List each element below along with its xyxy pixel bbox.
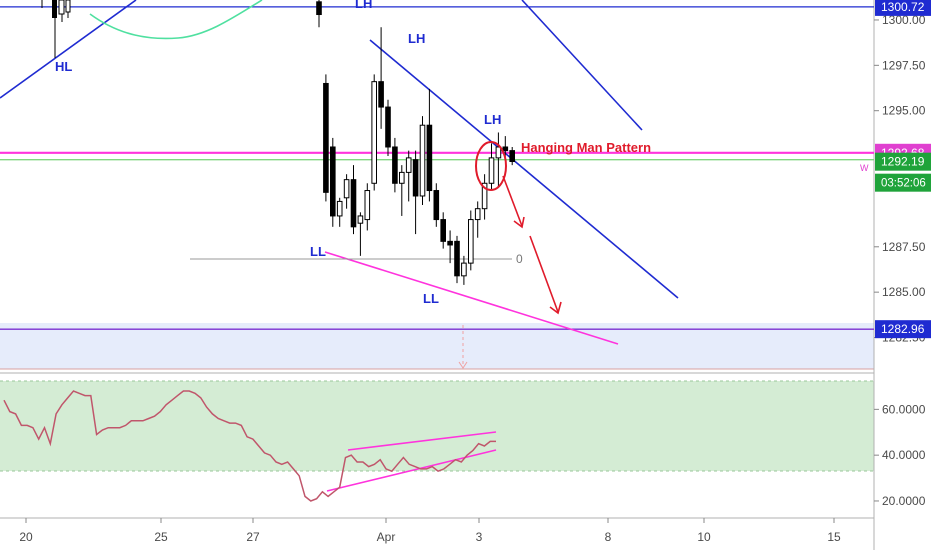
oscillator-channel-lower[interactable] <box>326 449 497 492</box>
price-badge <box>875 173 931 192</box>
candle-body <box>433 190 440 221</box>
left-candles <box>41 0 71 58</box>
candle-body <box>357 215 364 224</box>
oscillator-tick-label: 40.0000 <box>882 448 926 462</box>
time-axis[interactable]: 20 25 27 Apr 3 8 10 15 <box>19 518 841 544</box>
time-tick-label: 20 <box>19 530 33 544</box>
dotted-marker-arrow <box>458 361 468 369</box>
candle-body <box>364 190 371 221</box>
annotation-ll-left[interactable]: LL <box>310 244 326 259</box>
oscillator-band <box>0 381 874 471</box>
price-badge <box>875 320 931 339</box>
candle-body <box>461 262 467 277</box>
oscillator-tick-label: 60.0000 <box>882 402 926 416</box>
candle-body <box>412 159 419 197</box>
green-line-marker: W <box>860 163 869 173</box>
horizontal-lines <box>0 6 874 330</box>
candle-body <box>440 219 446 242</box>
moving-average-curve <box>89 0 263 40</box>
price-badge-label: 1292.19 <box>881 155 925 169</box>
price-tick-label: 1297.50 <box>882 58 926 72</box>
price-tick-label: 1285.00 <box>882 285 926 299</box>
left-candle-body <box>58 0 65 15</box>
projection-arrowhead-2 <box>549 301 562 315</box>
time-tick-label: 3 <box>476 530 483 544</box>
candle-body <box>419 124 426 197</box>
trendline-drawings[interactable] <box>0 0 679 369</box>
candle-body <box>336 200 343 217</box>
time-tick-label: 15 <box>827 530 841 544</box>
trendline-lower-support[interactable] <box>324 251 619 345</box>
candle-body <box>426 124 433 192</box>
projection-arrow-2[interactable] <box>529 235 559 313</box>
candle-body <box>343 179 350 199</box>
candle-body <box>502 146 509 152</box>
candle-body <box>468 219 474 264</box>
zero-level-label: 0 <box>516 252 523 266</box>
candle-body <box>454 240 460 277</box>
candle-body <box>330 146 336 217</box>
candle-body <box>316 1 322 16</box>
annotation-hanging-man[interactable]: Hanging Man Pattern <box>521 140 651 155</box>
candle-body <box>474 208 481 221</box>
trendline-upper-resistance[interactable] <box>521 0 643 131</box>
candle-body <box>405 157 412 173</box>
time-tick-label: 8 <box>605 530 612 544</box>
annotation-lh-mid[interactable]: LH <box>408 31 425 46</box>
main-pane-background <box>0 0 874 372</box>
price-tick-label: 1300.00 <box>882 13 926 27</box>
projection-arrow-1[interactable] <box>502 175 523 227</box>
support-zone <box>0 323 874 369</box>
left-candle-body <box>52 0 57 18</box>
time-tick-label: Apr <box>377 530 396 544</box>
price-badge-label: 1300.72 <box>881 0 925 14</box>
oscillator-line <box>3 390 496 502</box>
candle-body <box>481 182 488 210</box>
time-tick-label: 25 <box>154 530 168 544</box>
annotation-hl[interactable]: HL <box>55 59 72 74</box>
left-candle-body <box>65 0 71 13</box>
trendline-descending-resistance[interactable] <box>369 39 679 299</box>
candle-body <box>371 81 377 184</box>
price-badge-label: 1282.96 <box>881 322 925 336</box>
candle-body <box>495 146 502 159</box>
annotation-ll-bottom[interactable]: LL <box>423 291 439 306</box>
oscillator-tick-label: 20.0000 <box>882 494 926 508</box>
price-badge <box>875 152 931 171</box>
hanging-man-circle[interactable] <box>475 141 507 191</box>
time-tick-label: 27 <box>246 530 260 544</box>
candle-body <box>399 171 405 184</box>
candle-body <box>350 179 357 228</box>
candle-body <box>392 146 398 184</box>
candle-body <box>447 240 453 246</box>
candle-body <box>378 81 384 108</box>
price-badge <box>875 0 931 16</box>
price-badge-label: 03:52:06 <box>881 178 926 190</box>
projection-arrows[interactable] <box>502 175 562 315</box>
oscillator-drawings[interactable] <box>326 431 497 492</box>
candle-body <box>385 106 391 148</box>
annotation-lh-top[interactable]: LH <box>355 0 372 11</box>
oscillator-channel-upper[interactable] <box>347 431 497 451</box>
oscillator-axis[interactable]: 60.0000 40.0000 20.0000 <box>874 402 926 508</box>
trendline-hl-support[interactable] <box>0 0 137 99</box>
price-tick-label: 1295.00 <box>882 104 926 118</box>
candle-body <box>323 82 329 193</box>
candle-body <box>488 157 495 184</box>
time-tick-label: 10 <box>697 530 711 544</box>
candle-body <box>509 150 515 163</box>
projection-arrowhead-1 <box>513 216 525 229</box>
candlestick-series <box>316 0 515 285</box>
price-tick-label: 1287.50 <box>882 240 926 254</box>
annotation-lh-low[interactable]: LH <box>484 112 501 127</box>
